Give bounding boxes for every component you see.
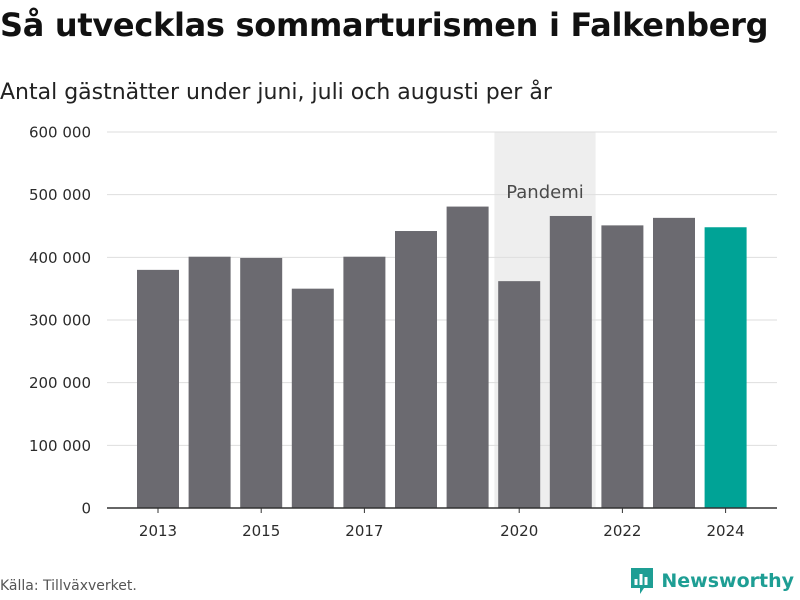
brand-logo: Newsworthy xyxy=(629,566,794,596)
y-tick-label: 200 000 xyxy=(29,374,91,392)
x-axis xyxy=(107,507,777,513)
source-note: Källa: Tillväxverket. xyxy=(0,578,137,594)
brand-name: Newsworthy xyxy=(661,570,794,592)
y-tick-label: 0 xyxy=(81,500,91,518)
annotations: Pandemi xyxy=(506,182,584,203)
x-tick-label: 2022 xyxy=(603,522,641,540)
y-tick-label: 400 000 xyxy=(29,249,91,267)
annotation-pandemi: Pandemi xyxy=(506,182,584,203)
chart-title: Så utvecklas sommarturismen i Falkenberg xyxy=(0,6,769,44)
bar-2019 xyxy=(446,206,489,508)
bar-2013 xyxy=(137,269,179,508)
bar-2014 xyxy=(188,256,231,508)
bar-2017 xyxy=(343,256,386,508)
chart-subtitle: Antal gästnätter under juni, juli och au… xyxy=(0,80,552,105)
bar-2022 xyxy=(601,225,644,508)
x-tick-label: 2020 xyxy=(500,522,538,540)
y-tick-label: 600 000 xyxy=(29,124,91,142)
bar-2016 xyxy=(291,288,334,508)
bar-2018 xyxy=(395,231,437,508)
x-tick-label: 2024 xyxy=(707,522,745,540)
x-tick-label: 2015 xyxy=(242,522,280,540)
bar-2020 xyxy=(498,281,541,508)
x-tick-label: 2017 xyxy=(345,522,383,540)
y-tick-labels: 0 100 000 200 000 300 000 400 000 500 000 600 … xyxy=(29,124,91,518)
x-tick-label: 2013 xyxy=(139,522,177,540)
bar-2024 xyxy=(704,227,747,508)
newsworthy-chart-icon xyxy=(631,568,654,594)
bar-2021 xyxy=(549,215,592,508)
y-tick-label: 100 000 xyxy=(29,437,91,455)
bars xyxy=(137,206,747,508)
y-tick-label: 500 000 xyxy=(29,186,91,204)
y-tick-label: 300 000 xyxy=(29,312,91,330)
bar-2015 xyxy=(240,257,283,508)
x-tick-labels: 2013 2015 2017 2020 2022 2024 xyxy=(139,522,745,540)
bar-2023 xyxy=(653,217,695,508)
